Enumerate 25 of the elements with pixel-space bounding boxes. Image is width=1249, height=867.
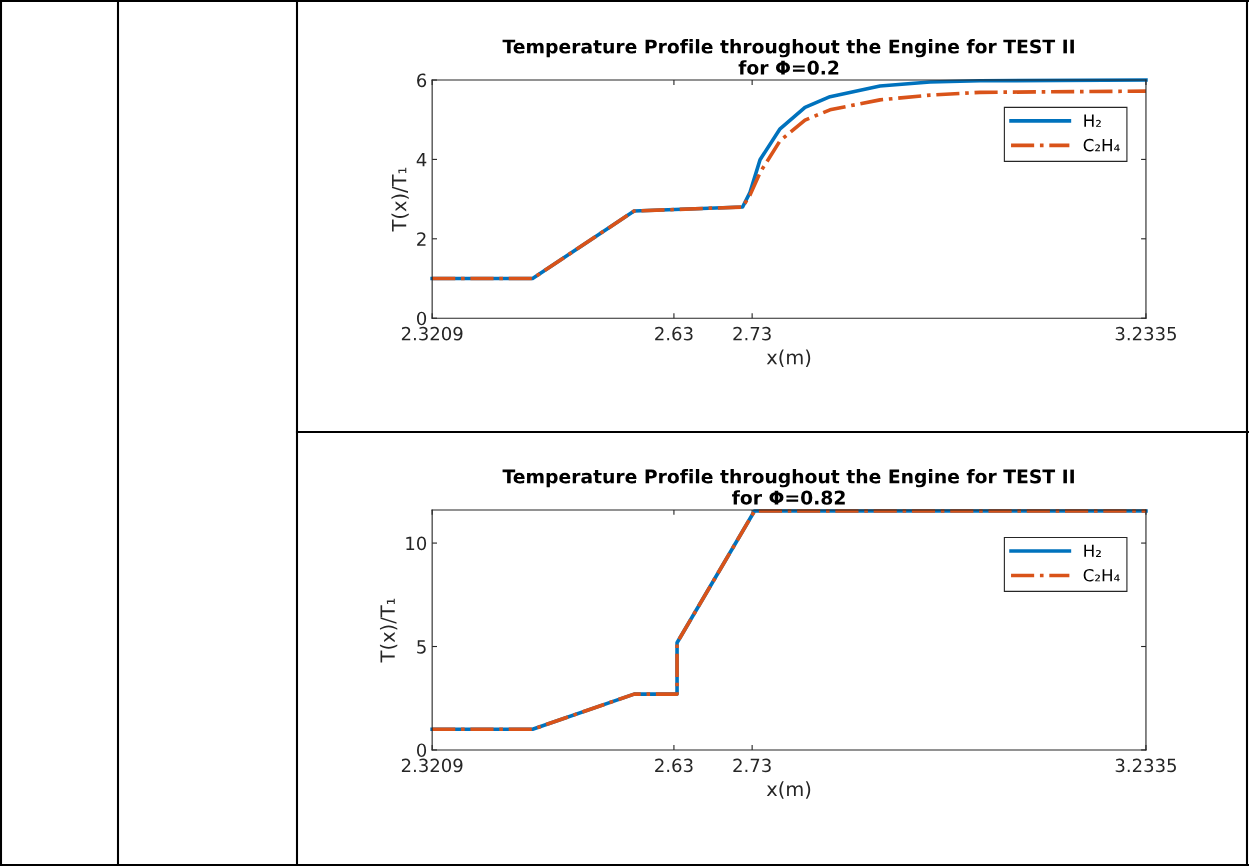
- x-axis-title: x(m): [766, 349, 811, 367]
- y-tick-label: 10: [406, 536, 427, 551]
- legend-label: C₂H₄: [1083, 138, 1120, 152]
- y-tick-label: 0: [417, 311, 427, 326]
- y-axis-title: T(x)/T₁: [379, 598, 398, 663]
- chart-title: Temperature Profile throughout the Engine for TEST II for Φ=0.2: [502, 39, 1074, 75]
- y-tick-label: 2: [417, 232, 426, 246]
- y-axis-title: T(x)/T₁: [391, 167, 409, 232]
- chart-title: Temperature Profile throughout the Engine for TEST II for Φ=0.82: [502, 469, 1074, 505]
- legend-label: H₂: [1084, 544, 1101, 557]
- legend-label: C₂H₄: [1083, 568, 1120, 582]
- y-tick-label: 5: [417, 640, 426, 654]
- x-tick-label: 2.63: [655, 758, 693, 773]
- x-tick-label: 2.73: [733, 758, 771, 773]
- legend-label: H₂: [1084, 114, 1101, 127]
- x-tick-label: 2.3209: [401, 326, 463, 341]
- x-tick-label: 3.2335: [1115, 758, 1176, 773]
- x-tick-label: 2.3209: [401, 758, 463, 773]
- x-tick-label: 2.63: [655, 326, 693, 341]
- y-tick-label: 0: [417, 743, 427, 758]
- y-tick-label: 6: [417, 73, 427, 88]
- x-tick-label: 3.2335: [1115, 326, 1176, 341]
- x-axis-title: x(m): [766, 781, 811, 799]
- x-tick-label: 2.73: [733, 326, 771, 341]
- y-tick-label: 4: [416, 153, 427, 167]
